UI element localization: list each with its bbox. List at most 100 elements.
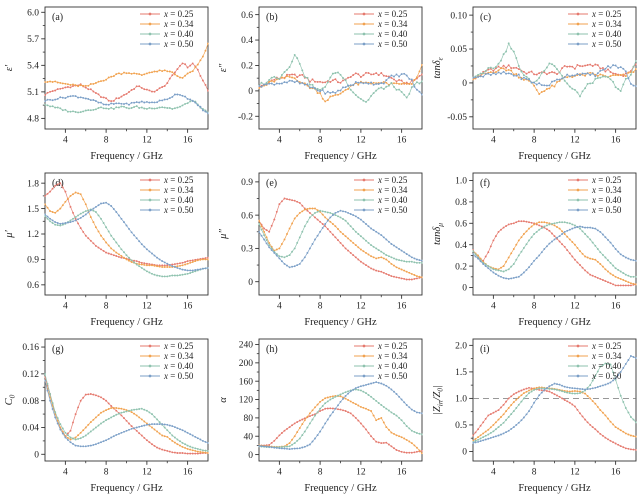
y-axis-title: |Zin​/Z0​| (432, 385, 445, 415)
x-tick-label: 8 (532, 468, 537, 478)
x-tick-label: 8 (318, 468, 323, 478)
legend-swatch-marker (148, 344, 152, 348)
x-tick-label: 16 (611, 136, 621, 146)
x-tick-label: 12 (570, 468, 580, 478)
y-tick-label: 0 (462, 448, 467, 458)
series-f-3 (472, 225, 637, 280)
subplot-a: 4 8 12 16 4.8 5.1 5.4 5.7 6.0 Frequency / GHz ε′ (a… (0, 0, 214, 166)
x-tick-label: 16 (397, 302, 407, 312)
y-tick-label: 0.6 (241, 11, 253, 21)
panel-label: (b) (266, 12, 278, 23)
x-tick-label: 12 (570, 136, 580, 146)
y-tick-label: 0 (34, 450, 39, 460)
y-tick-label: 1.2 (27, 230, 39, 240)
series-b-2 (258, 53, 423, 103)
legend-swatch-marker (362, 198, 366, 202)
series-e-3 (258, 209, 423, 269)
x-tick-label: 12 (570, 302, 580, 312)
legend-swatch-marker (362, 344, 366, 348)
x-tick-label: 16 (397, 468, 407, 478)
subplot-g: 4 8 12 16 0 0.04 0.08 0.12 0.16 Frequency / GHz C0… (0, 332, 214, 498)
y-tick-label: 0.9 (27, 256, 39, 266)
x-tick-label: 16 (397, 136, 407, 146)
x-axis-title: Frequency / GHz (304, 317, 377, 328)
legend-swatch-marker (148, 12, 152, 16)
y-tick-label: 0.6 (455, 219, 467, 229)
legend-swatch-marker (148, 22, 152, 26)
panel-label: (g) (52, 344, 64, 355)
y-tick-label: 40 (244, 432, 254, 442)
panel-label: (i) (480, 344, 489, 355)
legend-swatch-marker (576, 374, 580, 378)
legend-swatch-marker (576, 344, 580, 348)
y-tick-label: 0.8 (455, 198, 467, 208)
legend-swatch-marker (362, 364, 366, 368)
y-tick-label: 0 (248, 87, 253, 97)
legend-swatch-marker (576, 198, 580, 202)
y-tick-label: 0.08 (22, 397, 39, 407)
y-tick-label: 0.4 (241, 36, 253, 46)
legend: x = 0.25x = 0.34x = 0.40x = 0.50 (140, 175, 194, 215)
series-d-2 (44, 208, 209, 278)
x-tick-label: 4 (277, 136, 282, 146)
y-tick-label: 0 (248, 451, 253, 461)
series-f-1 (472, 221, 637, 286)
x-axis-title: Frequency / GHz (304, 151, 377, 162)
legend-swatch-marker (362, 12, 366, 16)
legend-label: x = 0.25 (163, 341, 194, 351)
legend-label: x = 0.40 (377, 361, 408, 371)
legend-label: x = 0.34 (163, 185, 194, 195)
legend-label: x = 0.50 (377, 371, 408, 381)
y-tick-label: 0.2 (455, 262, 467, 272)
series-e-1 (258, 207, 423, 279)
series-c-2 (472, 42, 637, 98)
x-axis-title: Frequency / GHz (518, 151, 591, 162)
x-tick-label: 4 (63, 136, 68, 146)
x-tick-label: 8 (104, 468, 109, 478)
x-tick-label: 12 (356, 136, 366, 146)
subplot-h: 4 8 12 16 0 40 80 120 160 200 240 Frequency / GHz α(… (214, 332, 428, 498)
subplot-c: 4 8 12 16 -0.05 0 0.05 0.10 Frequency / GHz tanδε… (428, 0, 642, 166)
legend-label: x = 0.50 (591, 39, 622, 49)
x-tick-label: 4 (63, 468, 68, 478)
x-tick-label: 12 (142, 468, 152, 478)
legend-label: x = 0.50 (163, 205, 194, 215)
y-axis-title: α (218, 397, 229, 403)
y-tick-label: -0.05 (447, 113, 467, 123)
y-tick-label: 0.5 (455, 421, 467, 431)
x-tick-label: 12 (356, 302, 366, 312)
legend-swatch-marker (148, 42, 152, 46)
x-tick-label: 16 (611, 302, 621, 312)
series-g-0 (44, 376, 209, 455)
y-tick-label: 120 (239, 396, 254, 406)
legend-swatch-marker (148, 188, 152, 192)
x-tick-label: 16 (183, 136, 193, 146)
y-tick-label: 0.05 (450, 45, 467, 55)
series-g-2 (44, 372, 209, 452)
y-tick-label: 6.0 (27, 9, 39, 19)
y-axis-title: μ″ (218, 229, 229, 240)
series-f-0 (472, 220, 637, 287)
x-tick-label: 4 (277, 302, 282, 312)
y-axis-title: tanδμ​ (432, 223, 445, 245)
y-tick-label: 240 (239, 341, 254, 351)
chart-canvas-c: 4 8 12 16 -0.05 0 0.05 0.10 Frequency / GHz tanδε… (432, 6, 637, 162)
legend-swatch-marker (576, 208, 580, 212)
x-axis-title: Frequency / GHz (90, 483, 163, 494)
legend-label: x = 0.25 (377, 341, 408, 351)
x-axis-title: Frequency / GHz (90, 317, 163, 328)
y-tick-label: 200 (239, 359, 254, 369)
legend-label: x = 0.25 (591, 175, 622, 185)
legend-swatch-marker (148, 208, 152, 212)
y-tick-label: 0.16 (22, 343, 39, 353)
panel-label: (a) (52, 12, 63, 23)
y-tick-label: 0.2 (241, 62, 253, 72)
legend-label: x = 0.34 (377, 19, 408, 29)
x-tick-label: 4 (491, 468, 496, 478)
y-tick-label: 1.8 (27, 179, 39, 189)
y-axis-title: C0​ (4, 394, 17, 405)
legend: x = 0.25x = 0.34x = 0.40x = 0.50 (568, 341, 622, 381)
x-tick-label: 8 (318, 302, 323, 312)
